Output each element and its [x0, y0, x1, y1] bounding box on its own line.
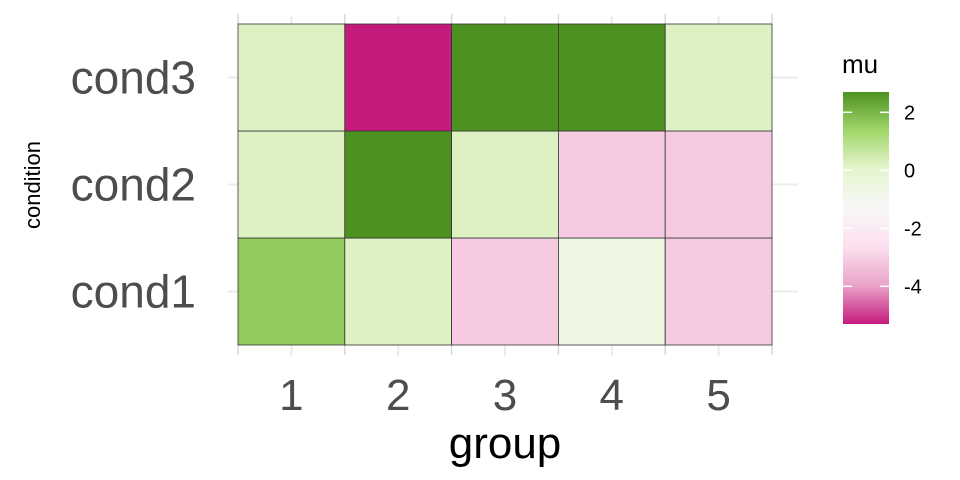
- legend-tick-label: 0: [904, 160, 915, 182]
- legend-colorbar: [843, 92, 889, 324]
- x-tick-label: 3: [493, 371, 517, 420]
- legend-tick-label: -2: [904, 218, 922, 240]
- legend-title: mu: [842, 49, 878, 79]
- legend: mu 2 0 -2 -4: [842, 49, 922, 324]
- x-tick-label: 1: [279, 371, 303, 420]
- heatmap-cell-cond3-4: [558, 23, 666, 132]
- heatmap-cell-cond2-4: [558, 130, 666, 239]
- y-axis-title: condition: [20, 141, 45, 229]
- heatmap-cell-cond1-1: [237, 237, 346, 346]
- heatmap-cell-cond2-2: [344, 130, 452, 239]
- heatmap-cell-cond3-1: [237, 23, 346, 132]
- heatmap-cell-cond1-2: [344, 237, 452, 346]
- heatmap-cell-cond3-2: [344, 23, 452, 132]
- legend-ticks: 2 0 -2 -4: [843, 102, 922, 298]
- y-tick-label: cond2: [71, 159, 196, 211]
- y-tick-label: cond3: [71, 52, 196, 104]
- heatmap-cell-cond2-1: [237, 130, 346, 239]
- y-axis-ticks: cond1 cond2 cond3: [71, 52, 196, 318]
- heatmap-cell-cond1-3: [451, 237, 559, 346]
- heatmap-cell-cond2-3: [451, 130, 559, 239]
- x-tick-label: 4: [600, 371, 624, 420]
- y-tick-label: cond1: [71, 266, 196, 318]
- x-axis-ticks: 1 2 3 4 5: [279, 371, 731, 420]
- legend-tick-label: -4: [904, 276, 922, 298]
- x-tick-label: 2: [386, 371, 410, 420]
- x-tick-label: 5: [706, 371, 730, 420]
- heatmap-tiles: [237, 23, 773, 346]
- heatmap-cell-cond3-3: [451, 23, 559, 132]
- x-axis-title: group: [449, 419, 562, 468]
- heatmap-cell-cond1-4: [558, 237, 666, 346]
- legend-tick-label: 2: [904, 102, 915, 124]
- heatmap-cell-cond3-5: [664, 23, 773, 132]
- heatmap-cell-cond2-5: [664, 130, 773, 239]
- heatmap-cell-cond1-5: [664, 237, 773, 346]
